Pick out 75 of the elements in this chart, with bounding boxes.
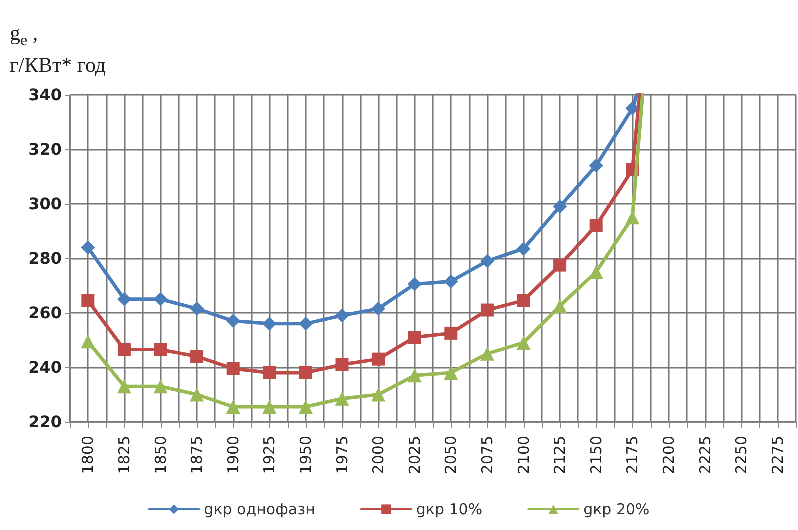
point bbox=[444, 274, 458, 289]
point bbox=[154, 343, 168, 356]
x-tick-label: 2200 bbox=[660, 436, 678, 474]
point bbox=[298, 400, 313, 414]
point bbox=[299, 366, 312, 380]
point bbox=[372, 352, 386, 366]
x-tick-label: 1975 bbox=[333, 436, 352, 474]
x-tick-label: 2125 bbox=[551, 436, 570, 474]
x-tick-label: 1875 bbox=[188, 436, 206, 474]
point bbox=[480, 346, 494, 361]
x-tick-label: 2075 bbox=[478, 436, 496, 474]
point bbox=[226, 314, 240, 328]
legend-label: gкр 20% bbox=[584, 500, 650, 518]
x-tick-label: 2275 bbox=[768, 436, 787, 474]
x-tick-label: 2000 bbox=[370, 436, 388, 474]
point bbox=[263, 366, 276, 380]
point bbox=[480, 254, 494, 268]
point bbox=[262, 316, 277, 331]
point bbox=[553, 200, 568, 214]
y-tick-label: 220 bbox=[28, 412, 62, 432]
x-tick-label: 2100 bbox=[514, 436, 533, 474]
point bbox=[408, 277, 422, 292]
y-tick-label: 260 bbox=[28, 304, 62, 322]
x-tick-label: 1850 bbox=[152, 436, 170, 474]
point bbox=[190, 302, 204, 316]
point bbox=[190, 350, 204, 364]
point bbox=[335, 392, 350, 406]
point bbox=[480, 304, 494, 317]
point bbox=[408, 368, 422, 383]
legend-label: gкр 10% bbox=[416, 500, 483, 518]
legend-label: gкр однофазн bbox=[204, 500, 316, 518]
point bbox=[82, 294, 95, 308]
point bbox=[444, 366, 458, 380]
x-tick-label: 2225 bbox=[696, 436, 714, 474]
point bbox=[117, 292, 132, 306]
point bbox=[444, 326, 458, 340]
x-tick-label: 1900 bbox=[224, 436, 242, 474]
point bbox=[516, 242, 531, 256]
point bbox=[336, 358, 349, 372]
point bbox=[190, 388, 204, 402]
point bbox=[226, 362, 240, 376]
point bbox=[590, 219, 603, 232]
point bbox=[372, 302, 386, 316]
point bbox=[118, 343, 131, 356]
point bbox=[298, 316, 313, 331]
point bbox=[408, 331, 422, 344]
point bbox=[226, 400, 240, 414]
point bbox=[117, 380, 132, 394]
x-tick-label: 1950 bbox=[296, 436, 315, 474]
point bbox=[262, 400, 277, 414]
point bbox=[553, 299, 568, 314]
y-tick-label: 320 bbox=[28, 140, 62, 159]
y-tick-label: 340 bbox=[28, 86, 62, 104]
point bbox=[589, 158, 604, 173]
y-tick-label: 300 bbox=[28, 194, 62, 214]
x-tick-label: 1825 bbox=[115, 436, 134, 474]
point bbox=[154, 380, 168, 394]
point bbox=[154, 292, 168, 306]
point bbox=[516, 336, 531, 350]
x-tick-label: 2150 bbox=[587, 436, 606, 474]
point bbox=[81, 240, 96, 255]
point bbox=[81, 334, 96, 349]
point bbox=[372, 388, 386, 402]
point bbox=[335, 308, 350, 323]
y-tick-label: 280 bbox=[28, 249, 62, 268]
x-tick-label: 2250 bbox=[732, 436, 751, 474]
x-tick-label: 2175 bbox=[624, 436, 642, 474]
point bbox=[517, 294, 530, 308]
x-tick-label: 1925 bbox=[260, 436, 279, 474]
y-tick-label: 240 bbox=[28, 358, 62, 377]
x-tick-label: 2050 bbox=[442, 436, 460, 474]
point bbox=[589, 265, 604, 280]
point bbox=[554, 258, 567, 272]
x-tick-label: 2025 bbox=[406, 436, 424, 474]
x-tick-label: 1800 bbox=[79, 436, 98, 474]
